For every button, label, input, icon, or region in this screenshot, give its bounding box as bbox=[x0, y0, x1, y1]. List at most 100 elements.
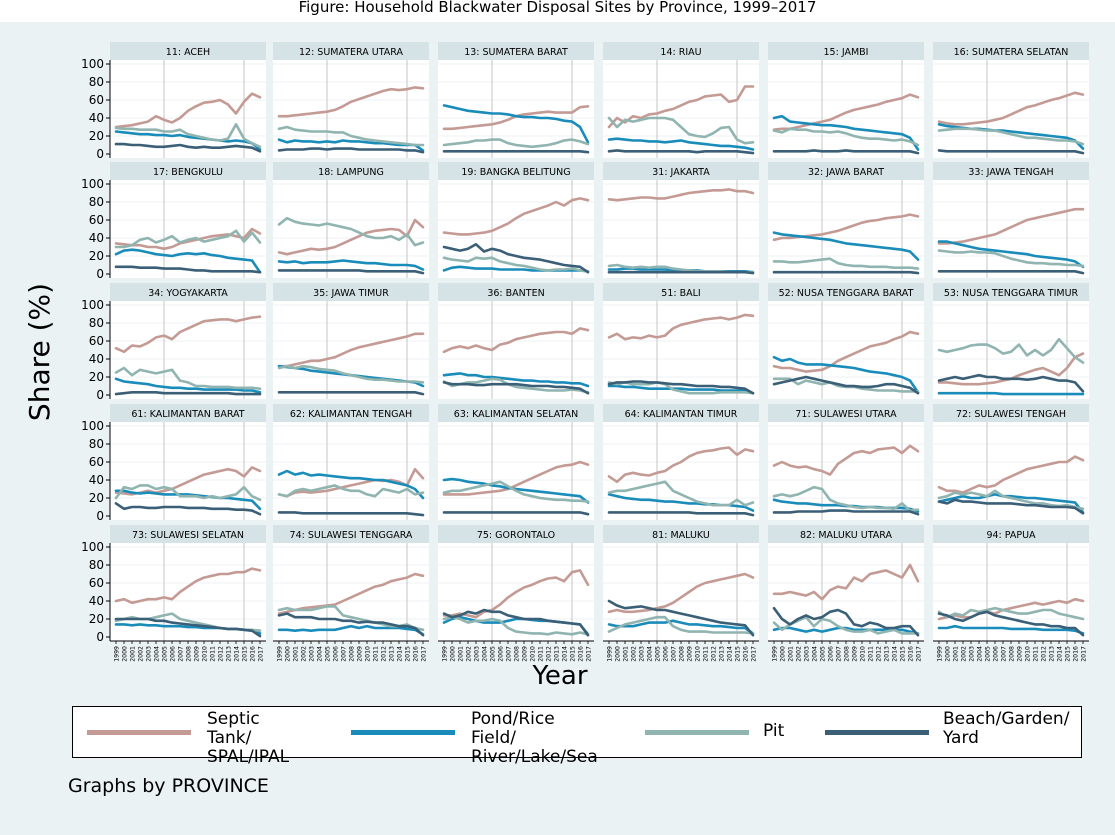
series-line-pit bbox=[442, 256, 590, 273]
x-tick-label: 2010 bbox=[860, 646, 867, 662]
y-tick-label: 80 bbox=[89, 558, 104, 572]
x-tick-label: 2000 bbox=[945, 646, 952, 662]
panel-header-sulawesi-utara bbox=[768, 404, 924, 422]
x-tick-label: 2007 bbox=[1001, 646, 1008, 662]
panel-header-sumatera-utara bbox=[273, 42, 429, 60]
y-tick-label: 20 bbox=[89, 612, 104, 626]
legend-label-beach: Beach/Garden/ Yard bbox=[943, 709, 1070, 748]
series-line-pond bbox=[442, 477, 590, 504]
y-tick-label: 100 bbox=[81, 419, 104, 433]
legend-label-pit: Pit bbox=[763, 721, 785, 741]
panel-sumatera-selatan bbox=[933, 60, 1089, 158]
series-line-pit bbox=[607, 116, 755, 145]
series-line-pit bbox=[442, 138, 590, 149]
x-tick-label: 2001 bbox=[788, 646, 795, 662]
series-line-beach bbox=[277, 390, 425, 396]
x-tick-label: 2008 bbox=[1009, 646, 1016, 662]
series-line-beach bbox=[772, 375, 920, 395]
x-tick-label: 2014 bbox=[562, 646, 569, 662]
series-line-beach bbox=[277, 612, 425, 637]
series-line-beach bbox=[114, 265, 262, 274]
legend-swatch-pond bbox=[351, 730, 455, 735]
panel-title-jambi: 15: JAMBI bbox=[824, 47, 869, 58]
series-line-pond bbox=[114, 377, 262, 394]
x-tick-label: 2011 bbox=[868, 646, 875, 662]
x-tick-label: 2013 bbox=[554, 646, 561, 662]
x-tick-label: 2009 bbox=[687, 646, 694, 662]
series-line-septic bbox=[607, 446, 755, 484]
panel-header-kalimantan-timur bbox=[603, 404, 759, 422]
panel-title-lampung: 18: LAMPUNG bbox=[318, 167, 384, 178]
panel-header-bangka-belitung bbox=[438, 162, 594, 180]
x-tick-label: 2010 bbox=[202, 646, 209, 662]
x-tick-label: 2003 bbox=[146, 646, 153, 662]
x-tick-label: 2017 bbox=[258, 646, 265, 662]
panel-title-maluku: 81: MALUKU bbox=[652, 530, 710, 541]
x-tick-label: 2008 bbox=[349, 646, 356, 662]
series-line-beach bbox=[114, 617, 262, 638]
series-line-pond bbox=[277, 138, 425, 152]
x-tick-label: 2001 bbox=[623, 646, 630, 662]
x-tick-label: 2006 bbox=[828, 646, 835, 662]
y-tick-label: 20 bbox=[89, 370, 104, 384]
series-line-septic bbox=[772, 93, 920, 131]
x-tick-label: 2010 bbox=[695, 646, 702, 662]
x-tick-label: 2000 bbox=[615, 646, 622, 662]
x-tick-label: 2013 bbox=[226, 646, 233, 662]
panel-nusa-tenggara-barat bbox=[768, 301, 924, 399]
series-line-pit bbox=[114, 123, 262, 149]
x-tick-label: 2003 bbox=[474, 646, 481, 662]
series-line-pit bbox=[114, 229, 262, 249]
series-line-beach bbox=[277, 269, 425, 275]
series-line-septic bbox=[442, 569, 590, 619]
x-tick-label: 2004 bbox=[977, 646, 984, 662]
x-tick-label: 1999 bbox=[607, 646, 614, 662]
y-tick-label: 100 bbox=[81, 57, 104, 71]
x-tick-label: 2014 bbox=[727, 646, 734, 662]
panel-title-bengkulu: 17: BENGKULU bbox=[153, 167, 223, 178]
panel-header-kalimantan-barat bbox=[110, 404, 266, 422]
x-tick-label: 2010 bbox=[530, 646, 537, 662]
series-line-beach bbox=[277, 147, 425, 154]
series-line-pit bbox=[772, 615, 920, 635]
panel-header-kalimantan-tengah bbox=[273, 404, 429, 422]
series-line-pond bbox=[442, 104, 590, 144]
panel-title-bangka-belitung: 19: BANGKA BELITUNG bbox=[461, 167, 570, 178]
y-tick-label: 60 bbox=[89, 213, 104, 227]
series-line-pond bbox=[937, 624, 1085, 635]
series-line-septic bbox=[607, 572, 755, 614]
graphs-by-note: Graphs by PROVINCE bbox=[68, 775, 269, 797]
x-tick-label: 2008 bbox=[186, 646, 193, 662]
legend-label-pond: Pond/Rice Field/ River/Lake/Sea bbox=[471, 709, 598, 767]
series-line-beach bbox=[442, 608, 590, 637]
y-tick-label: 40 bbox=[89, 352, 104, 366]
series-line-pond bbox=[937, 240, 1085, 269]
series-line-septic bbox=[442, 197, 590, 236]
x-tick-label: 2005 bbox=[820, 646, 827, 662]
legend-swatch-septic bbox=[87, 730, 191, 735]
series-line-pond bbox=[442, 372, 590, 388]
panel-header-papua bbox=[933, 525, 1089, 543]
x-tick-label: 2014 bbox=[397, 646, 404, 662]
series-line-beach bbox=[442, 381, 590, 395]
x-tick-label: 2014 bbox=[1057, 646, 1064, 662]
x-tick-label: 2007 bbox=[178, 646, 185, 662]
panel-bangka-belitung bbox=[438, 180, 594, 278]
panel-header-aceh bbox=[110, 42, 266, 60]
x-tick-label: 2001 bbox=[458, 646, 465, 662]
panel-header-sulawesi-selatan bbox=[110, 525, 266, 543]
series-line-septic bbox=[772, 444, 920, 476]
panel-header-sulawesi-tenggara bbox=[273, 525, 429, 543]
y-tick-label: 20 bbox=[89, 249, 104, 263]
panel-title-gorontalo: 75: GORONTALO bbox=[477, 530, 555, 541]
series-line-beach bbox=[937, 498, 1085, 515]
panel-jambi bbox=[768, 60, 924, 158]
panel-title-bali: 51: BALI bbox=[661, 288, 700, 299]
series-line-septic bbox=[607, 85, 755, 129]
y-tick-label: 60 bbox=[89, 334, 104, 348]
x-tick-label: 2005 bbox=[985, 646, 992, 662]
series-line-pit bbox=[607, 615, 755, 635]
panel-header-nusa-tenggara-barat bbox=[768, 283, 924, 301]
x-tick-label: 2002 bbox=[961, 646, 968, 662]
series-line-pit bbox=[442, 480, 590, 503]
